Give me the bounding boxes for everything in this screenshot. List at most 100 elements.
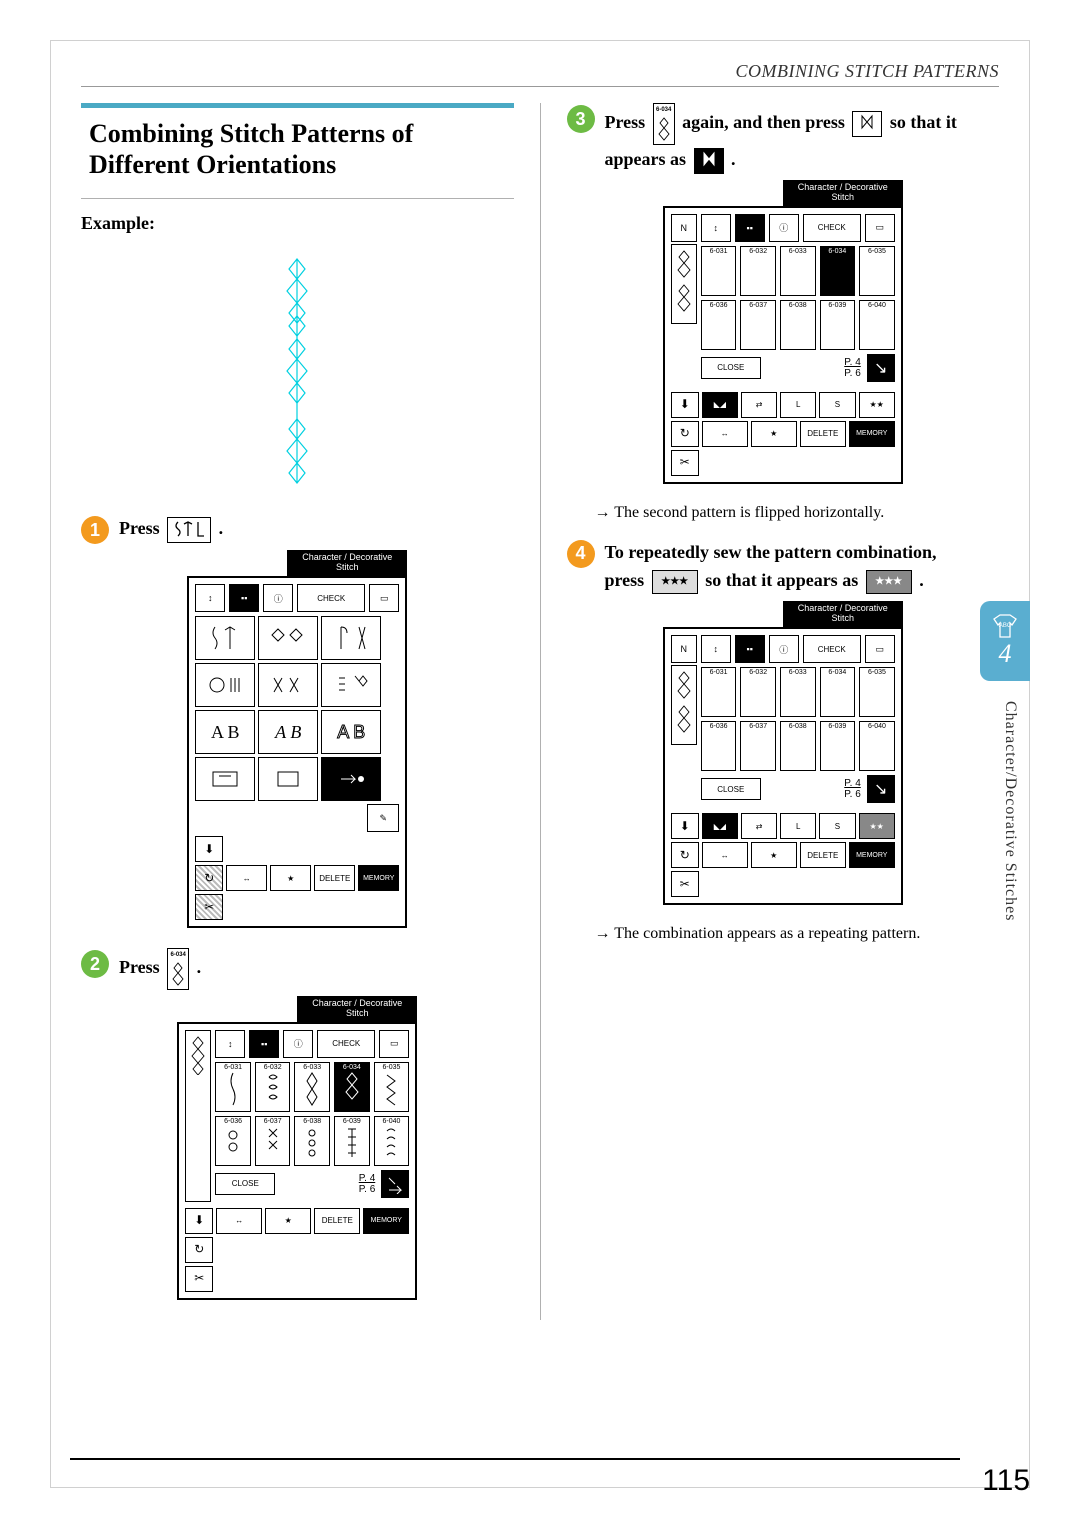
check-button[interactable]: CHECK xyxy=(297,584,365,612)
close-button-3[interactable]: CLOSE xyxy=(701,357,761,379)
rotate-icon-2[interactable]: ↻ xyxy=(185,1237,213,1263)
p-6-040[interactable]: 6-040 xyxy=(374,1116,410,1166)
width-icon-3[interactable]: ↔ xyxy=(702,421,748,447)
info-icon-4[interactable]: ⓘ xyxy=(769,635,799,663)
presser-icon[interactable]: ▪▪ xyxy=(229,584,259,612)
p4-037[interactable]: 6-037 xyxy=(740,721,776,771)
pencil-icon[interactable]: ✎ xyxy=(367,804,399,832)
p-6-031[interactable]: 6-031 xyxy=(215,1062,251,1112)
stitch-cat-7[interactable] xyxy=(195,757,255,801)
star-icon-4b[interactable]: ★ xyxy=(751,842,797,868)
page-nav-3[interactable]: ↘ xyxy=(867,354,895,382)
font-ab-script[interactable]: A B xyxy=(258,710,318,754)
delete-button-3[interactable]: DELETE xyxy=(800,421,846,447)
p-6-033[interactable]: 6-033 xyxy=(294,1062,330,1112)
check-button-4[interactable]: CHECK xyxy=(803,635,861,663)
folder-icon-2[interactable]: ▭ xyxy=(379,1030,409,1058)
stars-icon-3[interactable]: ★★ xyxy=(859,392,895,418)
stitch-cat-4[interactable] xyxy=(195,663,255,707)
p3-039[interactable]: 6-039 xyxy=(820,300,856,350)
needle-icon-3[interactable]: ↕ xyxy=(701,214,731,242)
p3-037[interactable]: 6-037 xyxy=(740,300,776,350)
star-icon-2[interactable]: ★ xyxy=(265,1208,311,1234)
p3-038[interactable]: 6-038 xyxy=(780,300,816,350)
p3-040[interactable]: 6-040 xyxy=(859,300,895,350)
info-icon-3[interactable]: ⓘ xyxy=(769,214,799,242)
star-icon[interactable]: ★ xyxy=(270,865,311,891)
n-toggle-icon[interactable]: N xyxy=(671,214,697,242)
mirror-active-icon[interactable]: ◣◢ xyxy=(702,392,738,418)
p4-036[interactable]: 6-036 xyxy=(701,721,737,771)
scissors-icon-2[interactable]: ✂ xyxy=(185,1266,213,1292)
info-icon-2[interactable]: ⓘ xyxy=(283,1030,313,1058)
p3-034[interactable]: 6-034 xyxy=(820,246,856,296)
p-6-034[interactable]: 6-034 xyxy=(334,1062,370,1112)
scissors-icon-3[interactable]: ✂ xyxy=(671,450,699,476)
page-nav-4[interactable]: ↘ xyxy=(867,775,895,803)
presser-icon-3[interactable]: ▪▪ xyxy=(735,214,765,242)
s-button-4[interactable]: S xyxy=(819,813,855,839)
p-6-032[interactable]: 6-032 xyxy=(255,1062,291,1112)
p-6-039[interactable]: 6-039 xyxy=(334,1116,370,1166)
p-6-037[interactable]: 6-037 xyxy=(255,1116,291,1166)
p4-033[interactable]: 6-033 xyxy=(780,667,816,717)
down-arrow-icon[interactable]: ⬇ xyxy=(195,836,223,862)
folder-icon-4[interactable]: ▭ xyxy=(865,635,895,663)
flip-icon-4[interactable]: ⇄ xyxy=(741,813,777,839)
stars-icon-4[interactable]: ★★ xyxy=(859,813,895,839)
p3-031[interactable]: 6-031 xyxy=(701,246,737,296)
p4-039[interactable]: 6-039 xyxy=(820,721,856,771)
folder-icon-3[interactable]: ▭ xyxy=(865,214,895,242)
l-button-4[interactable]: L xyxy=(780,813,816,839)
scissors-icon-4[interactable]: ✂ xyxy=(671,871,699,897)
stitch-cat-1[interactable] xyxy=(195,616,255,660)
stitch-cat-6[interactable] xyxy=(321,663,381,707)
scissors-icon[interactable]: ✂ xyxy=(195,894,223,920)
s-button-3[interactable]: S xyxy=(819,392,855,418)
down-arrow-icon-2[interactable]: ⬇ xyxy=(185,1208,213,1234)
stitch-cat-3[interactable] xyxy=(321,616,381,660)
rotate-icon-3[interactable]: ↻ xyxy=(671,421,699,447)
check-button-2[interactable]: CHECK xyxy=(317,1030,375,1058)
presser-icon-2[interactable]: ▪▪ xyxy=(249,1030,279,1058)
p3-032[interactable]: 6-032 xyxy=(740,246,776,296)
mirror-active-icon-4[interactable]: ◣◢ xyxy=(702,813,738,839)
p3-033[interactable]: 6-033 xyxy=(780,246,816,296)
needle-icon-2[interactable]: ↕ xyxy=(215,1030,245,1058)
p-6-038[interactable]: 6-038 xyxy=(294,1116,330,1166)
p4-035[interactable]: 6-035 xyxy=(859,667,895,717)
down-arrow-icon-4[interactable]: ⬇ xyxy=(671,813,699,839)
memory-button[interactable]: MEMORY xyxy=(358,865,399,891)
p4-040[interactable]: 6-040 xyxy=(859,721,895,771)
stitch-cat-2[interactable] xyxy=(258,616,318,660)
n-toggle-icon-4[interactable]: N xyxy=(671,635,697,663)
rotate-icon-4[interactable]: ↻ xyxy=(671,842,699,868)
memory-button-3[interactable]: MEMORY xyxy=(849,421,895,447)
p-6-035[interactable]: 6-035 xyxy=(374,1062,410,1112)
page-nav-2[interactable] xyxy=(381,1170,409,1198)
width-icon[interactable]: ↔ xyxy=(226,865,267,891)
p3-036[interactable]: 6-036 xyxy=(701,300,737,350)
stitch-cat-8[interactable] xyxy=(258,757,318,801)
p4-038[interactable]: 6-038 xyxy=(780,721,816,771)
delete-button-4[interactable]: DELETE xyxy=(800,842,846,868)
delete-button-2[interactable]: DELETE xyxy=(314,1208,360,1234)
stitch-cat-5[interactable] xyxy=(258,663,318,707)
l-button-3[interactable]: L xyxy=(780,392,816,418)
check-button-3[interactable]: CHECK xyxy=(803,214,861,242)
close-button-2[interactable]: CLOSE xyxy=(215,1173,275,1195)
rotate-icon[interactable]: ↻ xyxy=(195,865,223,891)
needle-icon-4[interactable]: ↕ xyxy=(701,635,731,663)
font-ab[interactable]: A B xyxy=(195,710,255,754)
flip-icon-3[interactable]: ⇄ xyxy=(741,392,777,418)
p4-032[interactable]: 6-032 xyxy=(740,667,776,717)
presser-icon-4[interactable]: ▪▪ xyxy=(735,635,765,663)
p4-034[interactable]: 6-034 xyxy=(820,667,856,717)
p-6-036[interactable]: 6-036 xyxy=(215,1116,251,1166)
folder-icon[interactable]: ▭ xyxy=(369,584,399,612)
down-arrow-icon-3[interactable]: ⬇ xyxy=(671,392,699,418)
star-icon-3b[interactable]: ★ xyxy=(751,421,797,447)
font-ab-outline[interactable]: A B xyxy=(321,710,381,754)
needle-icon[interactable]: ↕ xyxy=(195,584,225,612)
stitch-cat-9[interactable] xyxy=(321,757,381,801)
